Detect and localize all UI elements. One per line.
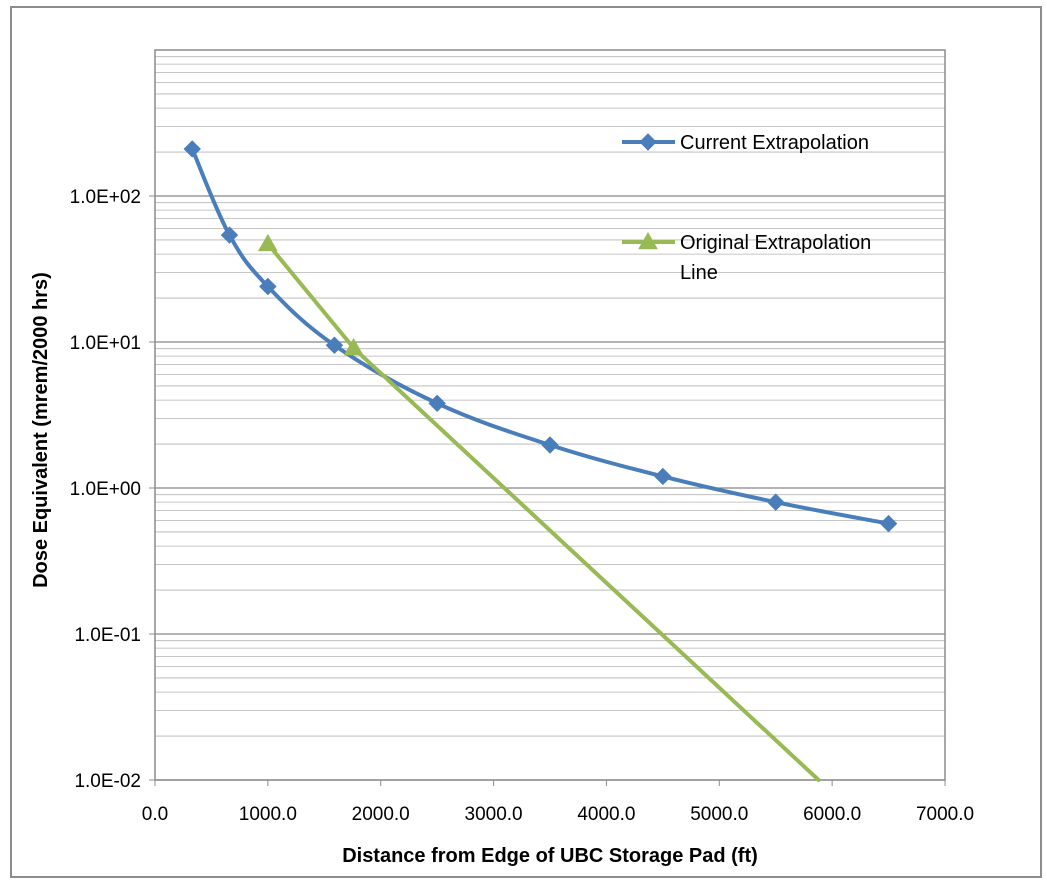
legend: Current Extrapolation Original Extrapolat… [622, 132, 871, 284]
series-line [265, 241, 821, 782]
y-tick-label: 1.0E+01 [70, 333, 141, 354]
chart-frame [10, 6, 1042, 878]
y-tick-label: 1.0E+00 [70, 479, 141, 500]
legend-label: Current Extrapolation [680, 132, 869, 154]
data-point [220, 226, 239, 244]
x-tick-label: 1000.0 [239, 804, 297, 825]
data-point [654, 467, 672, 486]
data-point [325, 336, 344, 354]
x-tick-label: 2000.0 [352, 804, 410, 825]
y-tick-label: 1.0E+02 [70, 187, 141, 208]
series-line [190, 146, 891, 526]
data-point [767, 493, 785, 511]
y-axis-ticks: 1.0E-02 1.0E-01 1.0E+00 1.0E+01 1.0E+02 [70, 187, 155, 792]
legend-item: Current Extrapolation [622, 132, 869, 154]
y-tick-label: 1.0E-02 [74, 771, 141, 792]
legend-label: Original Extrapolation Line [680, 232, 871, 284]
series-2 [257, 233, 821, 782]
x-tick-label: 0.0 [142, 804, 168, 825]
legend-item: Original Extrapolation Line [622, 231, 871, 284]
series-1 [183, 140, 898, 533]
data-point [257, 233, 278, 252]
x-tick-label: 6000.0 [803, 804, 861, 825]
legend-swatch-marker [638, 231, 658, 250]
plot-area-border [154, 49, 946, 781]
x-axis-ticks: 0.0 1000.0 2000.0 3000.0 4000.0 5000.0 6000.0 7… [142, 780, 974, 825]
x-tick-label: 3000.0 [465, 804, 523, 825]
grid [155, 56, 945, 781]
data-point [259, 277, 277, 296]
y-axis-title: Dose Equivalent (mrem/2000 hrs) [30, 272, 52, 588]
series [183, 140, 898, 782]
x-tick-label: 4000.0 [577, 804, 635, 825]
data-point [428, 394, 446, 413]
y-tick-label: 1.0E-01 [74, 625, 141, 646]
data-point [879, 514, 898, 533]
data-point [343, 337, 364, 356]
x-axis-title: Distance from Edge of UBC Storage Pad (f… [342, 845, 758, 867]
legend-swatch-marker [639, 133, 657, 151]
data-point [183, 140, 201, 158]
x-tick-label: 7000.0 [916, 804, 974, 825]
x-tick-label: 5000.0 [690, 804, 748, 825]
data-point [541, 436, 559, 454]
